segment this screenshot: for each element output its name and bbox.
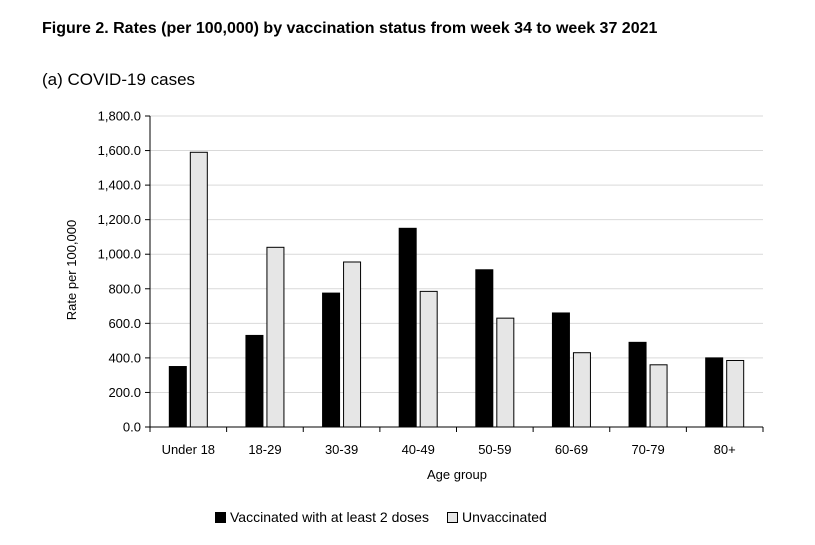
figure-title: Figure 2. Rates (per 100,000) by vaccina… — [42, 20, 658, 37]
bar-vaccinated — [628, 341, 647, 428]
bar-unvaccinated — [343, 261, 362, 428]
y-axis-label: Rate per 100,000 — [64, 220, 79, 320]
y-tick-label: 1,000.0 — [98, 247, 141, 262]
legend-label-vaccinated: Vaccinated with at least 2 doses — [230, 509, 429, 525]
x-tick-labels: Under 18 18-29 30-39 40-49 50-59 60-69 70-79 80… — [149, 427, 764, 457]
x-tick-label: 30-39 — [325, 442, 358, 457]
bar-vaccinated — [705, 357, 724, 428]
y-tick-label: 400.0 — [108, 350, 141, 365]
bar-vaccinated — [168, 366, 187, 428]
bar-vaccinated — [551, 312, 570, 428]
bar-vaccinated — [245, 334, 264, 428]
gridlines — [150, 115, 763, 393]
bar-unvaccinated — [726, 359, 745, 428]
x-tick-label: 50-59 — [478, 442, 511, 457]
y-tick-label: 1,600.0 — [98, 143, 141, 158]
legend-swatch-vaccinated — [215, 511, 226, 523]
legend: Vaccinated with at least 2 doses Unvacci… — [215, 509, 565, 525]
x-tick-label: 18-29 — [248, 442, 281, 457]
x-tick-label: 70-79 — [631, 442, 664, 457]
bar-unvaccinated — [649, 364, 668, 428]
bar-unvaccinated — [496, 317, 515, 428]
bar-vaccinated — [475, 269, 494, 428]
y-tick-label: 1,800.0 — [98, 109, 141, 124]
bar-unvaccinated — [189, 151, 208, 428]
y-tick-label: 600.0 — [108, 316, 141, 331]
y-tick-label: 1,400.0 — [98, 178, 141, 193]
y-tick-label: 200.0 — [108, 385, 141, 400]
x-tick-label: 40-49 — [402, 442, 435, 457]
legend-swatch-unvaccinated — [446, 511, 458, 523]
bar-unvaccinated — [419, 290, 438, 428]
y-tick-label: 0.0 — [123, 420, 141, 435]
axes — [149, 116, 763, 428]
bar-unvaccinated — [266, 246, 285, 428]
x-axis-label: Age group — [427, 467, 487, 482]
bar-unvaccinated — [572, 352, 591, 428]
bar-vaccinated — [322, 292, 341, 428]
legend-label-unvaccinated: Unvaccinated — [461, 509, 547, 525]
chart-title: (a) COVID-19 cases — [42, 70, 196, 89]
legend-item-unvaccinated: Unvaccinated — [446, 509, 547, 525]
y-tick-labels: 0.0 200.0 400.0 600.0 800.0 1,000.0 1,200.0 1,4… — [98, 109, 150, 435]
x-tick-label: Under 18 — [162, 442, 215, 457]
y-tick-label: 800.0 — [108, 281, 141, 296]
x-tick-label: 80+ — [714, 442, 736, 457]
bar-vaccinated — [398, 227, 417, 428]
legend-item-vaccinated: Vaccinated with at least 2 doses — [215, 509, 429, 525]
y-tick-label: 1,200.0 — [98, 212, 141, 227]
bars — [168, 151, 745, 428]
x-tick-label: 60-69 — [555, 442, 588, 457]
